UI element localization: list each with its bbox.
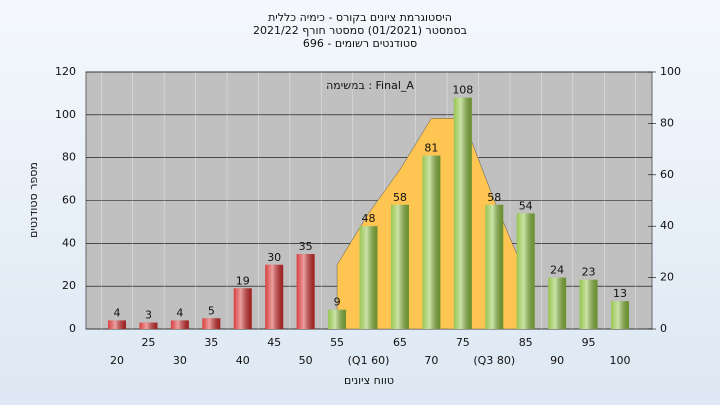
value-label: 54 bbox=[519, 199, 533, 212]
bar-shine bbox=[390, 204, 409, 329]
bar-shine bbox=[485, 204, 504, 329]
bar-shine bbox=[516, 213, 535, 329]
x-tick-label: 85 bbox=[519, 336, 533, 349]
x-tick-label: 50 bbox=[299, 354, 313, 367]
bar-shine bbox=[328, 309, 347, 329]
value-label: 58 bbox=[393, 191, 407, 204]
y2-tick-label: 40 bbox=[660, 219, 674, 232]
value-label: 108 bbox=[452, 84, 473, 97]
y2-tick-label: 80 bbox=[660, 116, 674, 129]
value-label: 4 bbox=[176, 306, 183, 319]
value-label: 81 bbox=[424, 142, 438, 155]
bar-shine bbox=[453, 97, 472, 329]
x-tick-label: 40 bbox=[236, 354, 250, 367]
y2-tick-label: 60 bbox=[660, 168, 674, 181]
value-label: 3 bbox=[145, 309, 152, 322]
bar-shine bbox=[139, 322, 158, 329]
x-tick-label: 75 bbox=[456, 336, 470, 349]
chart-subtitle: בסמסטר (01/2021) סמסטר חורף 2021/22 bbox=[253, 24, 467, 37]
x-tick-label: 70 bbox=[424, 354, 438, 367]
bar-shine bbox=[359, 226, 378, 329]
value-label: 19 bbox=[236, 274, 250, 287]
y-tick-label: 120 bbox=[55, 65, 76, 78]
x-tick-label: 90 bbox=[550, 354, 564, 367]
x-tick-label: 25 bbox=[141, 336, 155, 349]
value-label: 30 bbox=[267, 251, 281, 264]
value-label: 9 bbox=[334, 296, 341, 309]
chart-subtitle: סטודנטים רשומים - 696 bbox=[303, 37, 417, 50]
chart-title: היסטוגרמת ציונים בקורס - כימיה כללית bbox=[268, 11, 452, 24]
y2-tick-label: 20 bbox=[660, 271, 674, 284]
x-tick-label: 35 bbox=[204, 336, 218, 349]
bar-shine bbox=[548, 277, 567, 329]
y-tick-label: 20 bbox=[62, 279, 76, 292]
x-tick-label: 45 bbox=[267, 336, 281, 349]
value-label: 4 bbox=[114, 306, 121, 319]
x-tick-label: (Q1 60) bbox=[348, 354, 390, 367]
y-tick-label: 100 bbox=[55, 108, 76, 121]
bar-shine bbox=[579, 279, 598, 329]
x-tick-label: 55 bbox=[330, 336, 344, 349]
y2-tick-label: 0 bbox=[660, 322, 667, 335]
x-tick-label: 65 bbox=[393, 336, 407, 349]
bar-shine bbox=[233, 288, 252, 329]
value-label: 35 bbox=[299, 240, 313, 253]
value-label: 48 bbox=[362, 212, 376, 225]
bar-shine bbox=[611, 301, 629, 329]
x-tick-label: 20 bbox=[110, 354, 124, 367]
bar-shine bbox=[296, 254, 315, 329]
bar-shine bbox=[265, 264, 284, 329]
bar-shine bbox=[170, 320, 189, 329]
x-tick-label: 100 bbox=[610, 354, 631, 367]
y-tick-label: 80 bbox=[62, 151, 76, 164]
value-label: 5 bbox=[208, 304, 215, 317]
plot-layer: 0204060801001200204060801002042533043554… bbox=[55, 65, 681, 367]
x-axis-label: טווח ציונים bbox=[344, 374, 394, 387]
value-label: 13 bbox=[613, 287, 627, 300]
bar-shine bbox=[202, 318, 221, 329]
y2-tick-label: 100 bbox=[660, 65, 681, 78]
x-tick-label: (Q3 80) bbox=[473, 354, 515, 367]
bar-shine bbox=[422, 155, 441, 329]
annotation: במשימה : Final_A bbox=[326, 79, 414, 92]
value-label: 23 bbox=[582, 266, 596, 279]
value-label: 58 bbox=[487, 191, 501, 204]
x-tick-label: 95 bbox=[582, 336, 596, 349]
bar-shine bbox=[108, 320, 126, 329]
y-axis-label: מספר סטודנטים bbox=[27, 162, 40, 238]
y-tick-label: 60 bbox=[62, 194, 76, 207]
y-tick-label: 0 bbox=[69, 322, 76, 335]
y-tick-label: 40 bbox=[62, 236, 76, 249]
x-tick-label: 30 bbox=[173, 354, 187, 367]
value-label: 24 bbox=[550, 264, 564, 277]
